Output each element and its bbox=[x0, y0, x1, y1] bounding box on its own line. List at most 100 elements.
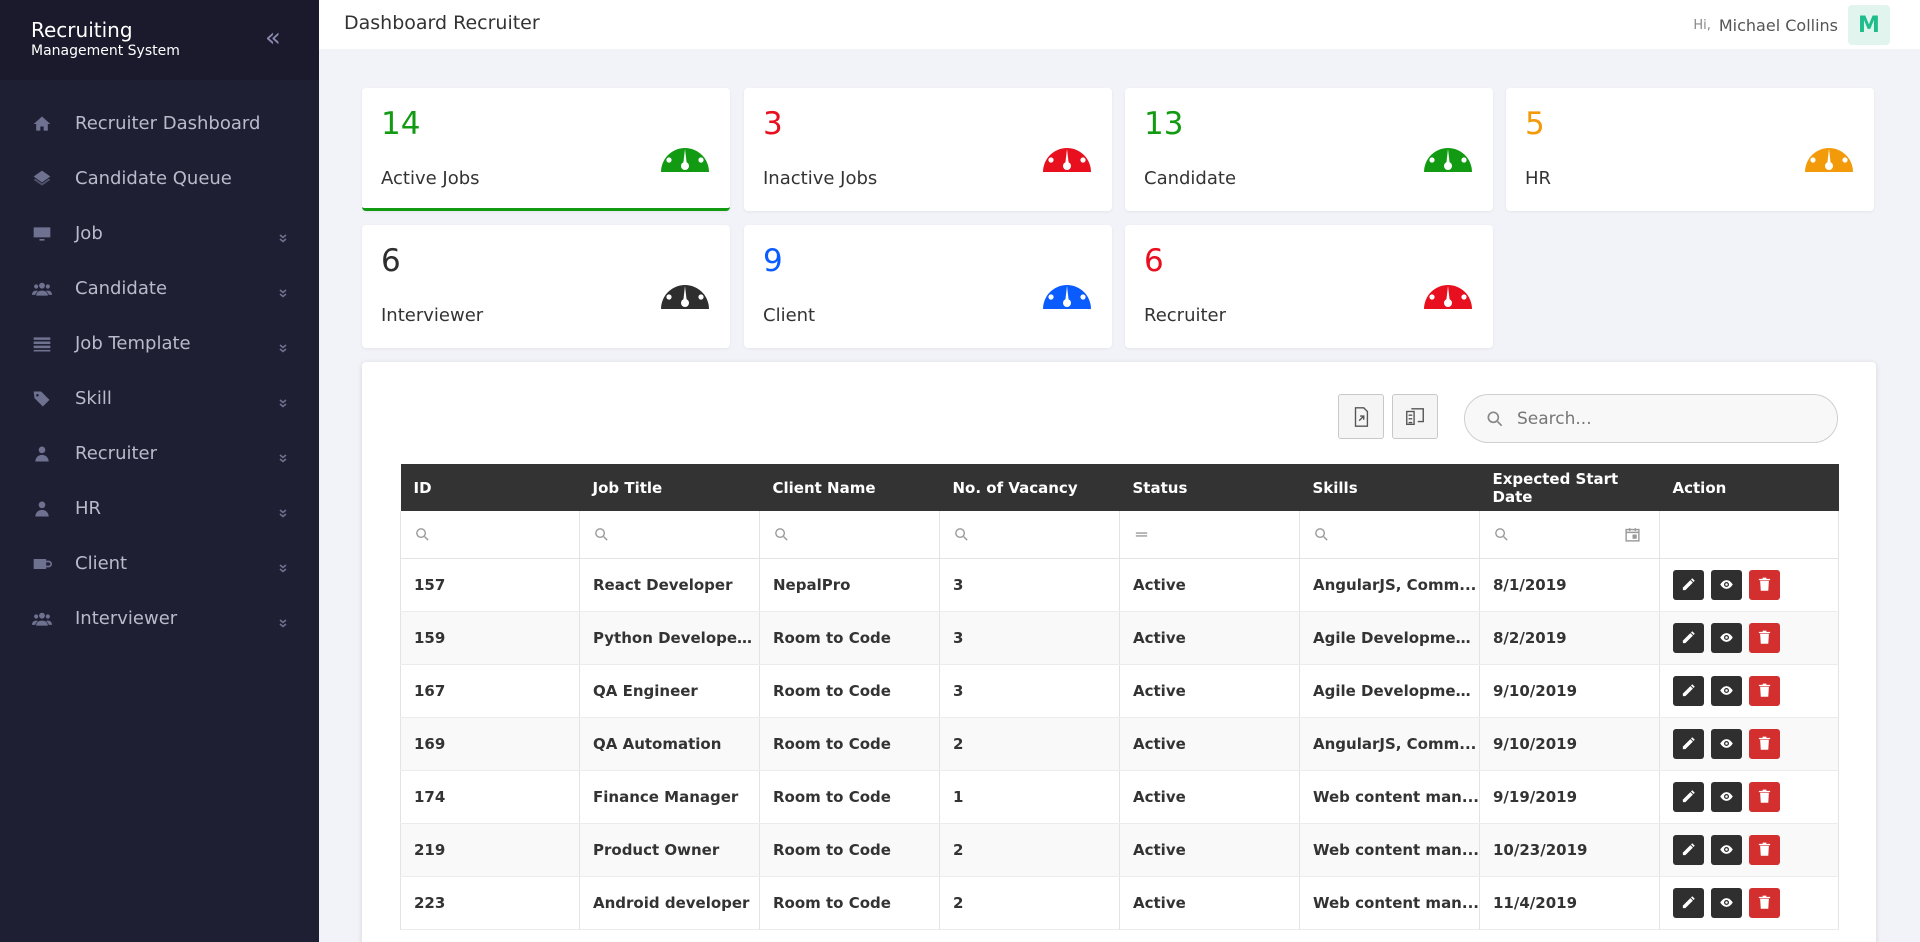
filter-cell[interactable] bbox=[400, 511, 580, 559]
table-row[interactable]: 223 Android developer Room to Code 2 Active W… bbox=[400, 876, 1839, 930]
sidebar-item-label: Interviewer bbox=[75, 608, 178, 629]
table-cell: QA Engineer bbox=[579, 664, 760, 718]
action-cell bbox=[1659, 876, 1839, 930]
stat-card-client[interactable]: 9 Client bbox=[744, 225, 1112, 348]
edit-button[interactable] bbox=[1673, 728, 1704, 759]
page-title: Dashboard Recruiter bbox=[344, 12, 540, 34]
speedometer-icon bbox=[1043, 138, 1091, 172]
sidebar-item-skill[interactable]: Skill bbox=[0, 371, 319, 426]
table-cell: AngularJS, Comm... bbox=[1299, 558, 1480, 612]
filter-cell[interactable] bbox=[579, 511, 760, 559]
edit-button[interactable] bbox=[1673, 675, 1704, 706]
table-row[interactable]: 157 React Developer NepalPro 3 Active Angular… bbox=[400, 558, 1839, 612]
pencil-icon bbox=[1682, 790, 1695, 803]
filter-cell[interactable] bbox=[759, 511, 940, 559]
stat-card-inactive-jobs[interactable]: 3 Inactive Jobs bbox=[744, 88, 1112, 211]
stat-label: Interviewer bbox=[381, 305, 484, 326]
column-header-status[interactable]: Status bbox=[1119, 464, 1300, 511]
table-cell: AngularJS, Comm... bbox=[1299, 717, 1480, 771]
delete-button[interactable] bbox=[1749, 622, 1780, 653]
stat-card-hr[interactable]: 5 HR bbox=[1506, 88, 1874, 211]
column-header-id[interactable]: ID bbox=[400, 464, 580, 511]
delete-button[interactable] bbox=[1749, 834, 1780, 865]
column-chooser-button[interactable] bbox=[1392, 394, 1438, 439]
stat-value: 6 bbox=[381, 243, 401, 279]
table-cell: Room to Code bbox=[759, 717, 940, 771]
table-cell: Agile Developmen... bbox=[1299, 664, 1480, 718]
collapse-sidebar-icon[interactable]: « bbox=[265, 23, 281, 53]
filter-cell[interactable] bbox=[1119, 511, 1300, 559]
edit-button[interactable] bbox=[1673, 887, 1704, 918]
view-button[interactable] bbox=[1711, 622, 1742, 653]
table-row[interactable]: 169 QA Automation Room to Code 2 Active Angul… bbox=[400, 717, 1839, 771]
sidebar-item-recruiter-dashboard[interactable]: Recruiter Dashboard bbox=[0, 96, 319, 151]
view-button[interactable] bbox=[1711, 781, 1742, 812]
sidebar-item-candidate-queue[interactable]: Candidate Queue bbox=[0, 151, 319, 206]
export-pdf-button[interactable] bbox=[1338, 394, 1384, 439]
sidebar-item-label: Job Template bbox=[75, 333, 191, 354]
column-header-job-title[interactable]: Job Title bbox=[579, 464, 760, 511]
stat-card-recruiter[interactable]: 6 Recruiter bbox=[1125, 225, 1493, 348]
search-icon bbox=[955, 528, 968, 541]
table-header-row: ID Job Title Client Name No. of Vacancy Stat… bbox=[400, 464, 1839, 511]
user-name[interactable]: Michael Collins bbox=[1718, 15, 1838, 35]
table-search[interactable] bbox=[1464, 394, 1838, 443]
filter-cell[interactable] bbox=[1299, 511, 1480, 559]
greeting: Hi, bbox=[1693, 17, 1711, 33]
view-button[interactable] bbox=[1711, 728, 1742, 759]
column-header-skills[interactable]: Skills bbox=[1299, 464, 1480, 511]
sidebar-item-label: Candidate bbox=[75, 278, 168, 299]
sidebar-item-job[interactable]: Job bbox=[0, 206, 319, 261]
chevron-down-icon bbox=[277, 338, 289, 353]
user-menu[interactable]: Hi, Michael Collins M bbox=[1693, 5, 1890, 45]
search-icon bbox=[1487, 411, 1503, 426]
table-row[interactable]: 174 Finance Manager Room to Code 1 Active Web… bbox=[400, 770, 1839, 824]
filter-cell[interactable] bbox=[939, 511, 1120, 559]
table-cell: 2 bbox=[939, 717, 1120, 771]
sidebar-item-job-template[interactable]: Job Template bbox=[0, 316, 319, 371]
sidebar-item-recruiter[interactable]: Recruiter bbox=[0, 426, 319, 481]
column-header-action[interactable]: Action bbox=[1659, 464, 1839, 511]
sidebar-item-interviewer[interactable]: Interviewer bbox=[0, 591, 319, 646]
view-button[interactable] bbox=[1711, 569, 1742, 600]
stat-card-interviewer[interactable]: 6 Interviewer bbox=[362, 225, 730, 348]
table-row[interactable]: 219 Product Owner Room to Code 2 Active Web c… bbox=[400, 823, 1839, 877]
edit-button[interactable] bbox=[1673, 834, 1704, 865]
delete-button[interactable] bbox=[1749, 569, 1780, 600]
avatar[interactable]: M bbox=[1848, 5, 1890, 45]
edit-button[interactable] bbox=[1673, 622, 1704, 653]
column-header-no-of-vacancy[interactable]: No. of Vacancy bbox=[939, 464, 1120, 511]
view-button[interactable] bbox=[1711, 675, 1742, 706]
search-input[interactable] bbox=[1517, 408, 1817, 429]
calendar-icon[interactable] bbox=[1624, 525, 1641, 543]
trash-icon bbox=[1758, 577, 1771, 591]
edit-button[interactable] bbox=[1673, 569, 1704, 600]
trash-icon bbox=[1758, 736, 1771, 750]
delete-button[interactable] bbox=[1749, 675, 1780, 706]
sidebar-item-candidate[interactable]: Candidate bbox=[0, 261, 319, 316]
table-row[interactable]: 167 QA Engineer Room to Code 3 Active Agile D… bbox=[400, 664, 1839, 718]
delete-button[interactable] bbox=[1749, 781, 1780, 812]
stat-card-active-jobs[interactable]: 14 Active Jobs bbox=[362, 88, 730, 211]
edit-button[interactable] bbox=[1673, 781, 1704, 812]
column-header-client-name[interactable]: Client Name bbox=[759, 464, 940, 511]
eye-icon bbox=[1720, 633, 1733, 642]
view-button[interactable] bbox=[1711, 887, 1742, 918]
table-cell: 3 bbox=[939, 611, 1120, 665]
table-cell: QA Automation bbox=[579, 717, 760, 771]
sidebar-menu: Recruiter Dashboard Candidate Queue Job Can… bbox=[0, 80, 319, 646]
view-button[interactable] bbox=[1711, 834, 1742, 865]
table-cell: 2 bbox=[939, 823, 1120, 877]
delete-button[interactable] bbox=[1749, 728, 1780, 759]
pencil-icon bbox=[1682, 631, 1695, 644]
table-row[interactable]: 159 Python Developer ... Room to Code 3 Acti… bbox=[400, 611, 1839, 665]
sidebar-item-client[interactable]: Client bbox=[0, 536, 319, 591]
delete-button[interactable] bbox=[1749, 887, 1780, 918]
speedometer-icon bbox=[1043, 275, 1091, 309]
filter-cell[interactable] bbox=[1479, 511, 1660, 559]
column-header-expected-start-date[interactable]: Expected Start Date bbox=[1479, 464, 1660, 511]
table-cell: 8/1/2019 bbox=[1479, 558, 1660, 612]
sidebar-item-hr[interactable]: HR bbox=[0, 481, 319, 536]
stat-card-candidate[interactable]: 13 Candidate bbox=[1125, 88, 1493, 211]
